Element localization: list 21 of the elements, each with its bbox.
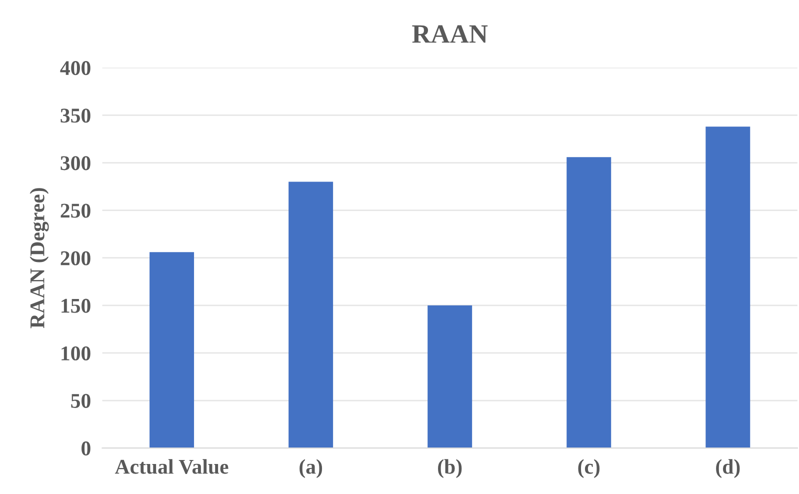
bar — [706, 126, 750, 448]
chart-title: RAAN — [412, 25, 488, 43]
y-tick-label: 0 — [82, 441, 90, 456]
y-tick-label: 200 — [60, 251, 90, 266]
bar — [566, 157, 612, 448]
bar — [288, 182, 334, 448]
y-tick-label: 250 — [60, 204, 90, 218]
x-tick-label: (c) — [578, 459, 600, 478]
x-tick-label: (a) — [300, 459, 322, 478]
bar — [428, 305, 472, 448]
x-tick-label: Actual Value — [114, 459, 228, 474]
y-tick-label: 100 — [62, 346, 90, 360]
bar — [150, 252, 194, 448]
y-tick-label: 300 — [60, 156, 90, 170]
x-tick-label: (b) — [438, 459, 462, 478]
y-tick-label: 150 — [62, 298, 90, 313]
y-tick-label: 350 — [60, 108, 90, 123]
x-tick-label: (d) — [716, 459, 740, 478]
y-tick-label: 400 — [60, 61, 90, 76]
y-axis-title: RAAN (Degree) — [30, 188, 49, 328]
y-tick-label: 50 — [71, 394, 90, 408]
